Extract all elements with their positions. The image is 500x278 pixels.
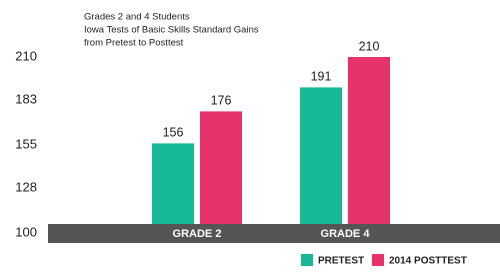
- chart-title: from Pretest to Posttest: [84, 38, 184, 49]
- legend-swatch: [372, 254, 384, 266]
- value-label: 176: [211, 94, 232, 108]
- y-tick-label: 210: [15, 48, 37, 63]
- bar: [152, 143, 194, 233]
- x-tick-label: GRADE 4: [321, 228, 371, 240]
- legend-label: PRETEST: [318, 256, 364, 267]
- x-tick-label: GRADE 2: [173, 228, 222, 240]
- y-tick-label: 155: [15, 136, 37, 151]
- legend-label: 2014 POSTTEST: [389, 256, 467, 267]
- chart-title: Grades 2 and 4 Students: [84, 12, 190, 23]
- chart-title: Iowa Tests of Basic Skills Standard Gain…: [84, 25, 259, 36]
- y-tick-label: 100: [15, 224, 37, 239]
- legend-swatch: [301, 254, 313, 266]
- bar: [348, 57, 390, 233]
- bar: [300, 87, 342, 234]
- value-label: 156: [163, 126, 184, 140]
- value-label: 210: [359, 39, 380, 53]
- bar: [200, 111, 242, 233]
- y-tick-label: 183: [15, 92, 37, 107]
- x-axis-band: [48, 224, 500, 243]
- value-label: 191: [311, 70, 332, 84]
- y-tick-label: 128: [15, 180, 37, 195]
